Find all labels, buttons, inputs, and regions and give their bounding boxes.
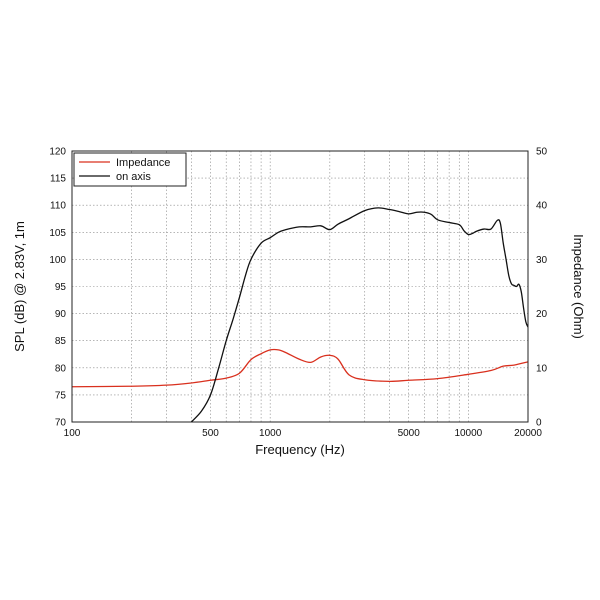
y-tick-label: 75 (55, 390, 67, 401)
x-tick-label: 500 (202, 428, 219, 439)
y2-tick-label: 40 (536, 201, 548, 212)
series-lines (72, 207, 528, 422)
x-tick-label: 100 (64, 428, 81, 439)
y2-tick-label: 10 (536, 363, 548, 374)
legend-box (73, 152, 187, 187)
x-tick-label: 20000 (514, 428, 542, 439)
y2-axis-label: Impedance (Ohm) (571, 234, 586, 339)
y2-tick-label: 0 (536, 418, 542, 429)
x-axis-label: Frequency (Hz) (255, 442, 345, 457)
plot-frame (71, 150, 529, 423)
y-tick-label: 85 (55, 336, 67, 347)
y-tick-label: 120 (49, 147, 66, 158)
y2-tick-label: 30 (536, 255, 548, 266)
y2-tick-label: 20 (536, 309, 548, 320)
y-tick-label: 90 (55, 309, 67, 320)
y-tick-label: 80 (55, 363, 67, 374)
legend-label-on-axis: on axis (116, 171, 151, 183)
series-line-on-axis (190, 207, 528, 422)
legend-label-impedance: Impedance (116, 157, 170, 169)
y-tick-label: 100 (49, 255, 66, 266)
x-tick-label: 5000 (398, 428, 421, 439)
gridlines (72, 151, 529, 422)
x-tick-label: 10000 (454, 428, 482, 439)
x-tick-label: 1000 (259, 428, 282, 439)
y-tick-label: 115 (50, 174, 66, 185)
tick-labels: 100 500 1000 5000 10000 200007075808590951001… (49, 147, 547, 440)
y-tick-label: 70 (55, 418, 67, 429)
y-tick-label: 95 (55, 282, 67, 293)
y-tick-label: 105 (49, 228, 66, 239)
y2-tick-label: 50 (536, 147, 548, 158)
y-axis-label: SPL (dB) @ 2.83V, 1m (12, 221, 27, 352)
y-tick-label: 110 (50, 201, 66, 212)
legend: Impedance on axis (73, 152, 187, 187)
